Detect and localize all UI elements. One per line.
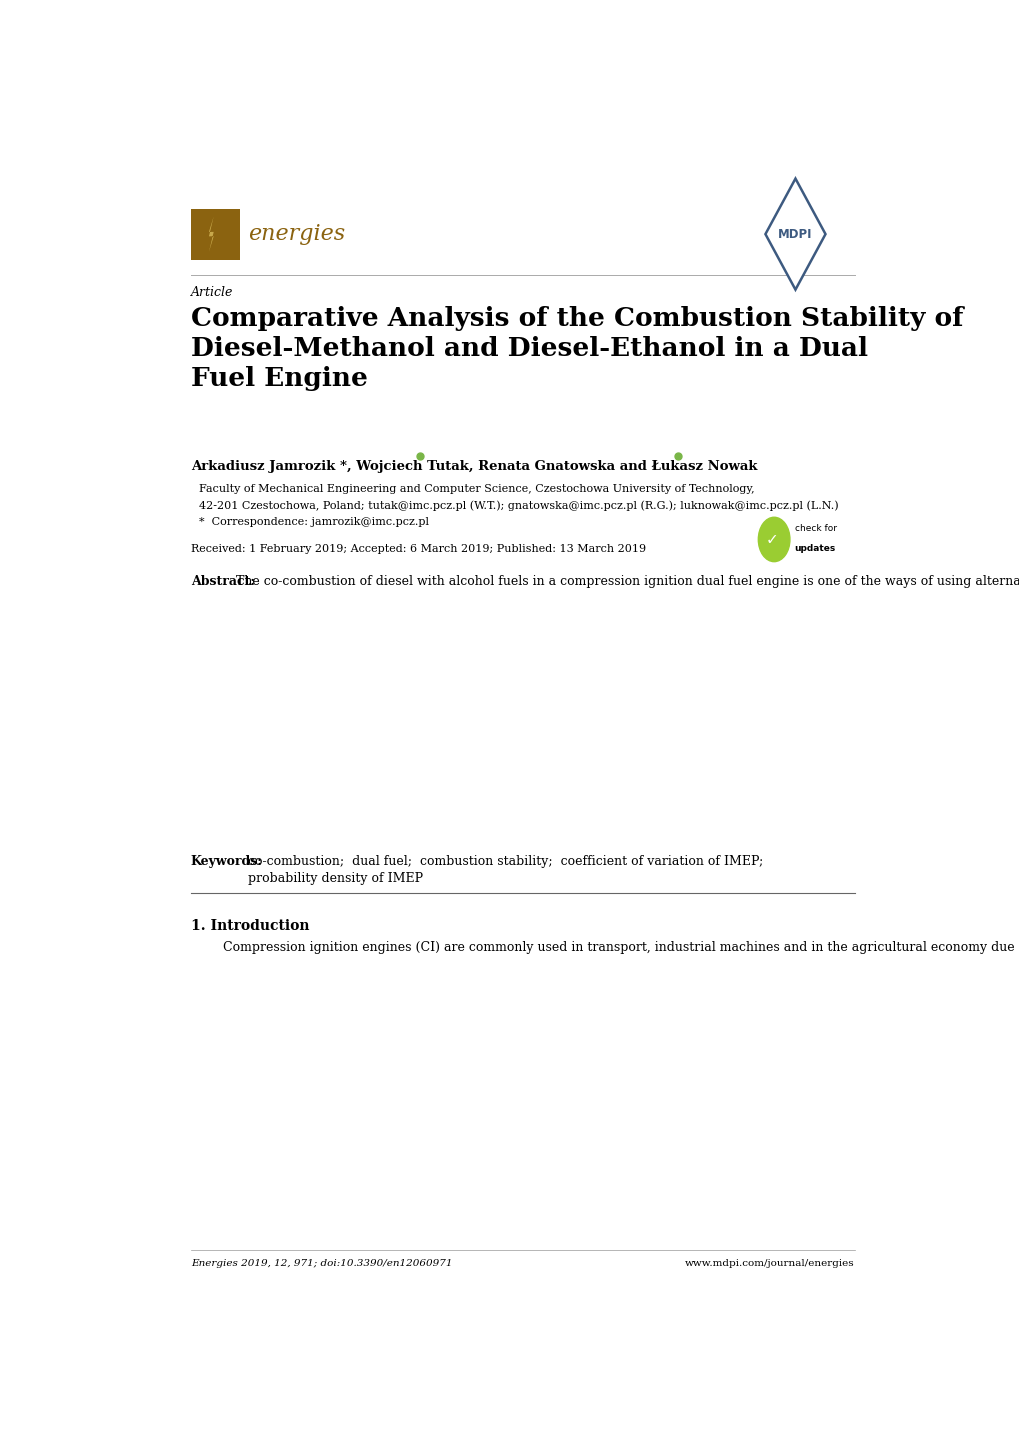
Text: The co-combustion of diesel with alcohol fuels in a compression ignition dual fu: The co-combustion of diesel with alcohol… [235,575,1019,588]
Text: www.mdpi.com/journal/energies: www.mdpi.com/journal/energies [685,1259,854,1268]
Text: *  Correspondence: jamrozik@imc.pcz.pl: * Correspondence: jamrozik@imc.pcz.pl [199,518,428,528]
Text: Energies 2019, 12, 971; doi:10.3390/en12060971: Energies 2019, 12, 971; doi:10.3390/en12… [191,1259,451,1268]
FancyBboxPatch shape [191,209,239,260]
Polygon shape [209,216,214,252]
Text: Faculty of Mechanical Engineering and Computer Science, Czestochowa University o: Faculty of Mechanical Engineering and Co… [199,485,753,495]
Text: Received: 1 February 2019; Accepted: 6 March 2019; Published: 13 March 2019: Received: 1 February 2019; Accepted: 6 M… [191,544,645,554]
Text: check for: check for [794,523,836,534]
Text: Arkadiusz Jamrozik *, Wojciech Tutak, Renata Gnatowska and Łukasz Nowak: Arkadiusz Jamrozik *, Wojciech Tutak, Re… [191,460,756,473]
Text: Keywords:: Keywords: [191,855,262,868]
Text: 1. Introduction: 1. Introduction [191,919,309,933]
Text: MDPI: MDPI [777,228,812,241]
Polygon shape [764,179,824,290]
Text: Compression ignition engines (CI) are commonly used in transport, industrial mac: Compression ignition engines (CI) are co… [191,942,1019,955]
Text: Article: Article [191,287,233,300]
Text: Comparative Analysis of the Combustion Stability of
Diesel-Methanol and Diesel-E: Comparative Analysis of the Combustion S… [191,306,962,391]
Circle shape [757,518,789,561]
Text: ✓: ✓ [764,532,777,547]
Text: 42-201 Czestochowa, Poland; tutak@imc.pcz.pl (W.T.); gnatowska@imc.pcz.pl (R.G.): 42-201 Czestochowa, Poland; tutak@imc.pc… [199,500,838,510]
Text: updates: updates [794,544,836,552]
Text: co-combustion;  dual fuel;  combustion stability;  coefficient of variation of I: co-combustion; dual fuel; combustion sta… [249,855,763,885]
Text: energies: energies [248,224,344,245]
Text: Abstract:: Abstract: [191,575,255,588]
